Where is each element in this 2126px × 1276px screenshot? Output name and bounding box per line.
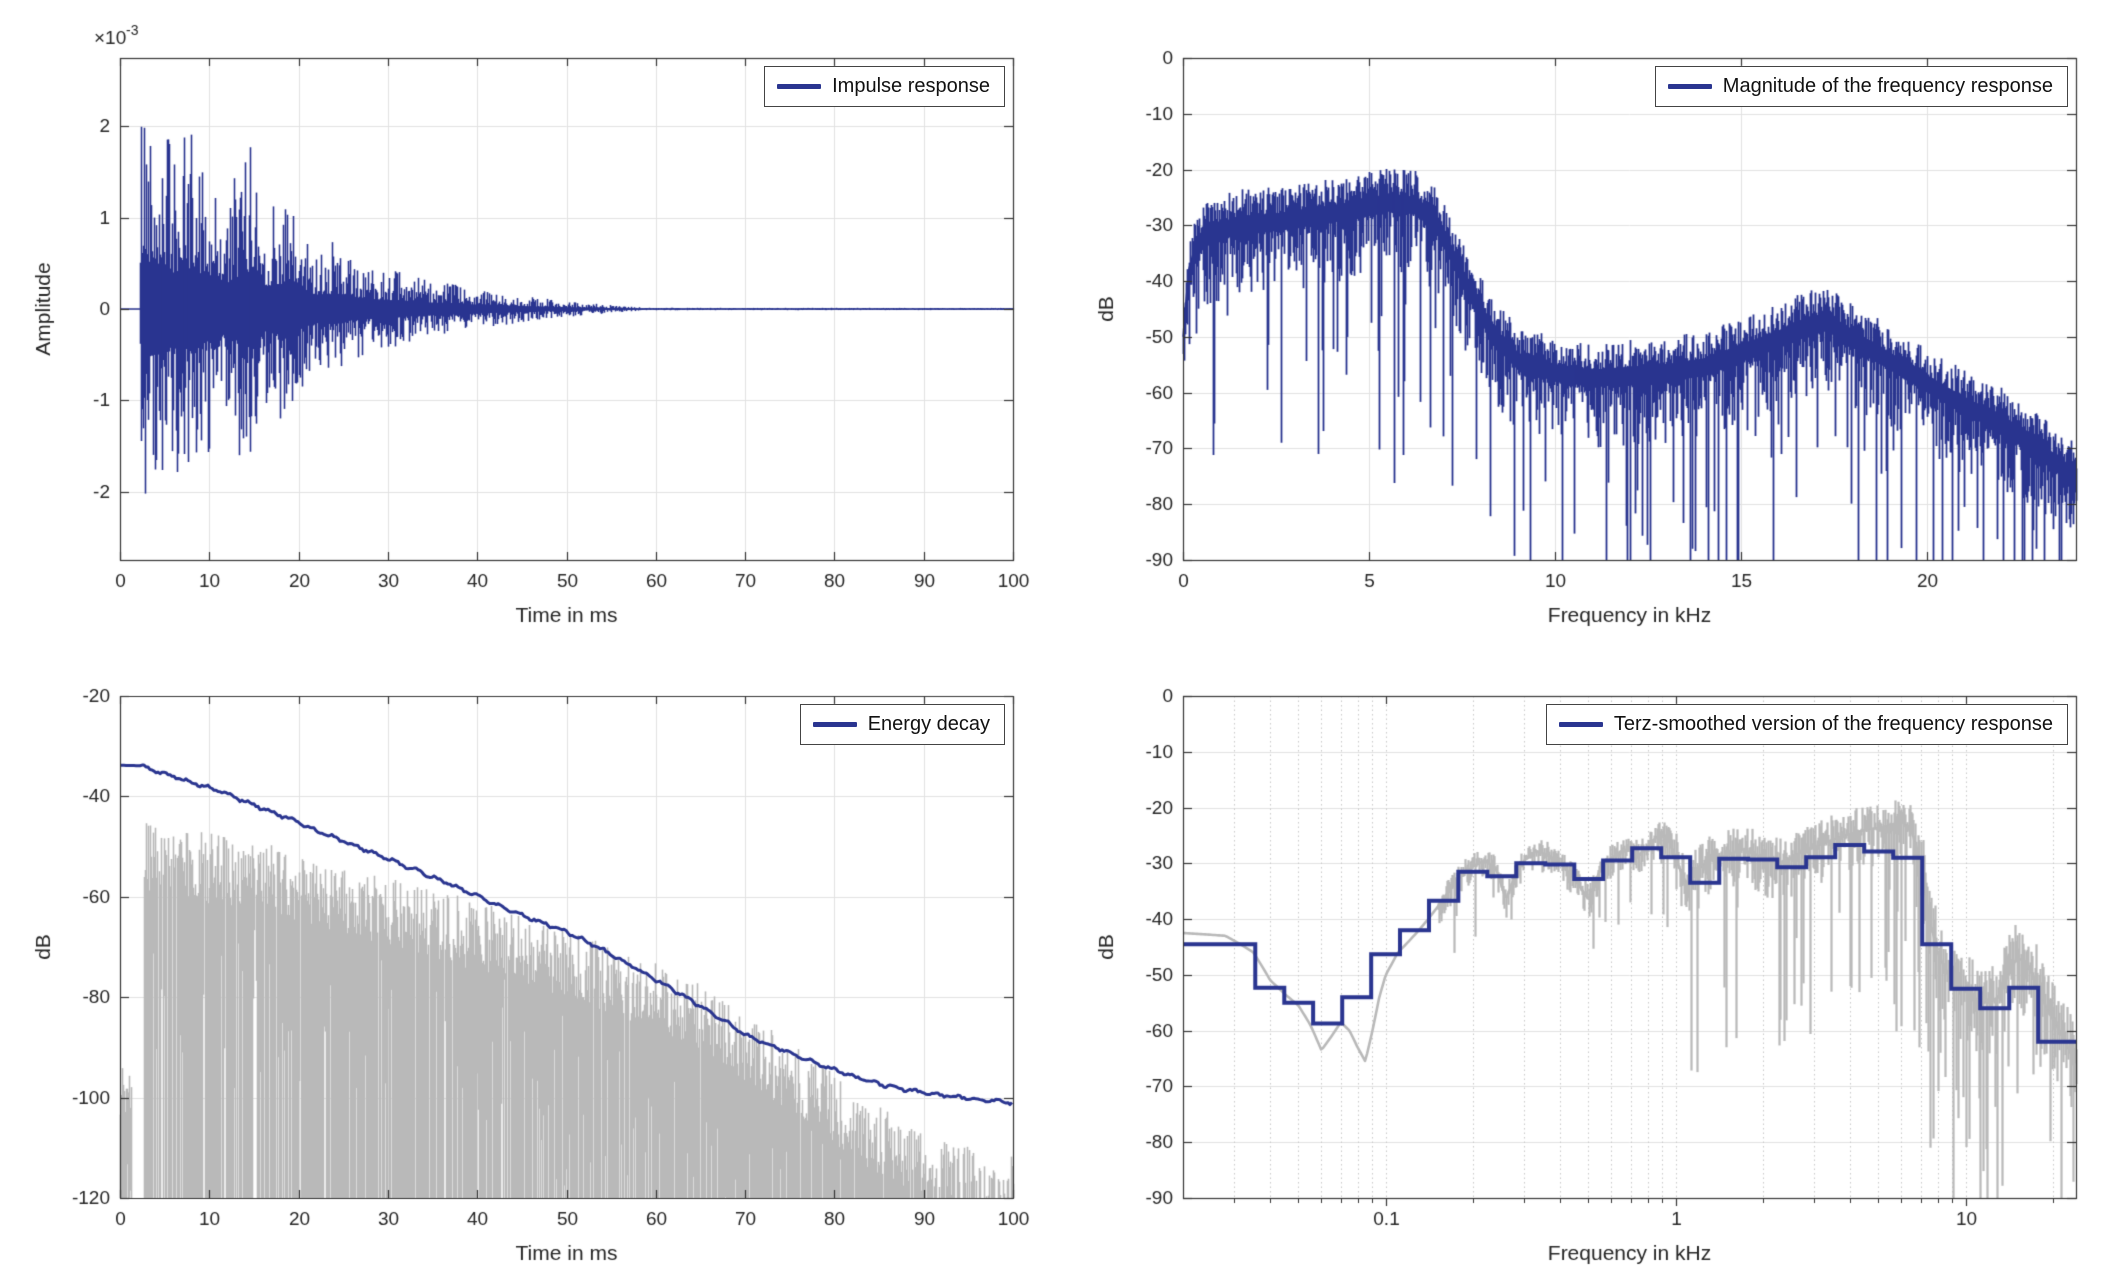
legend-label: Terz-smoothed version of the frequency r… [1613, 713, 2053, 735]
legend-line-sample [812, 722, 857, 727]
legend-line-sample [1558, 722, 1603, 727]
legend-label: Magnitude of the frequency response [1722, 75, 2053, 97]
legend-line-sample [1667, 84, 1712, 89]
legend-label: Energy decay [867, 713, 990, 735]
plot-impulse-response: Impulse response [0, 0, 1063, 638]
plot-terz-smoothed-frequency-response: Terz-smoothed version of the frequency r… [1063, 638, 2126, 1276]
legend-label: Impulse response [832, 75, 990, 97]
legend-terz-smoothed: Terz-smoothed version of the frequency r… [1545, 704, 2068, 745]
legend-line-sample [777, 84, 822, 89]
plot-energy-decay: Energy decay [0, 638, 1063, 1276]
plot-magnitude-frequency-response: Magnitude of the frequency response [1063, 0, 2126, 638]
legend-impulse-response: Impulse response [764, 66, 1005, 107]
legend-magnitude-frequency-response: Magnitude of the frequency response [1654, 66, 2068, 107]
legend-energy-decay: Energy decay [799, 704, 1005, 745]
